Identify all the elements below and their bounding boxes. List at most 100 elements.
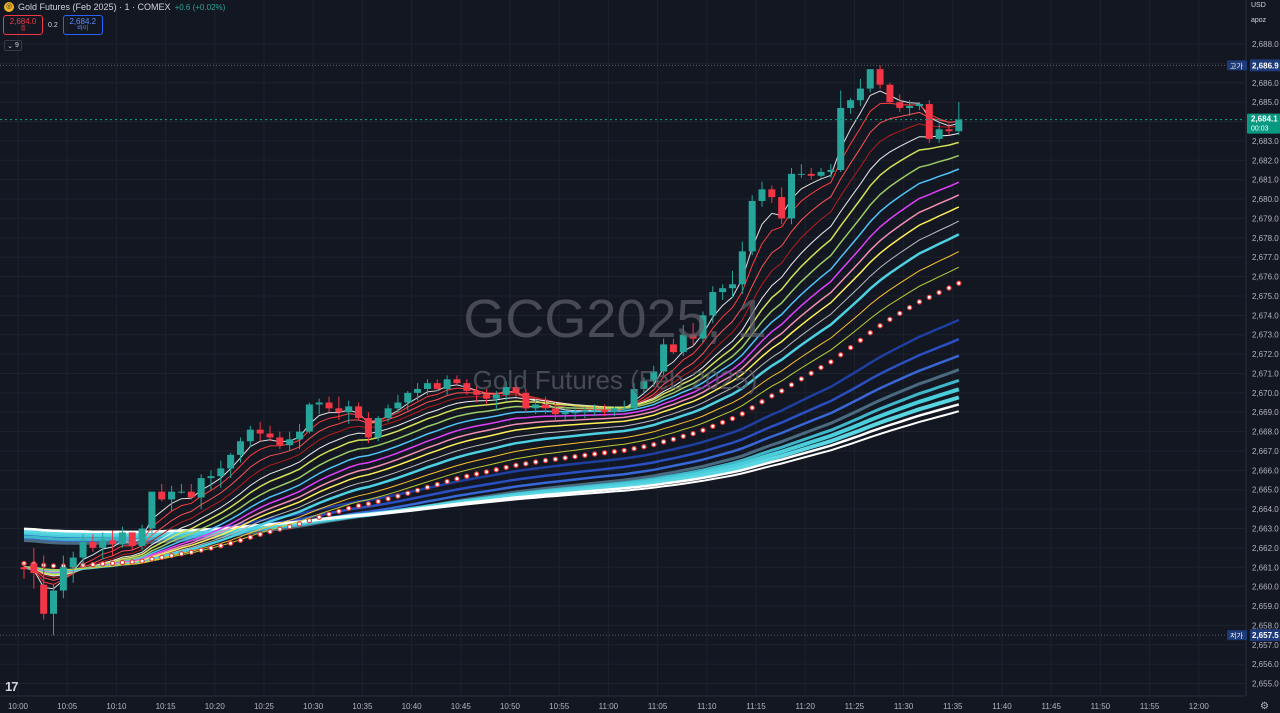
trend-dot bbox=[257, 531, 263, 538]
gold-coin-icon: ◎ bbox=[4, 2, 14, 12]
trend-dot bbox=[749, 405, 755, 411]
scale-mode-button[interactable]: apoz bbox=[1251, 17, 1267, 24]
trend-dot bbox=[159, 554, 165, 561]
trend-dot bbox=[365, 501, 372, 507]
time-tick-label: 11:50 bbox=[1091, 702, 1111, 711]
candle-down bbox=[364, 418, 372, 438]
trend-dot bbox=[178, 551, 185, 557]
indicator-count: 9 bbox=[14, 42, 19, 49]
fast-moving-average-line bbox=[23, 206, 960, 572]
trend-dot bbox=[838, 352, 844, 358]
trend-dot bbox=[769, 393, 775, 399]
trend-dot bbox=[188, 549, 194, 555]
time-tick-label: 11:15 bbox=[746, 702, 766, 711]
candle-up bbox=[217, 468, 225, 477]
price-tick-label: 2,658.0 bbox=[1252, 621, 1279, 630]
candle-up bbox=[788, 173, 796, 219]
watermark-symbol: GCG2025, 1 bbox=[463, 289, 767, 349]
trend-dot bbox=[621, 447, 627, 454]
buy-button[interactable]: 2,684.2 바이 bbox=[62, 15, 103, 35]
trend-dot bbox=[897, 310, 903, 317]
time-tick-label: 10:10 bbox=[106, 702, 127, 711]
slow-moving-average-line bbox=[23, 410, 960, 533]
gear-icon[interactable]: ⚙ bbox=[1260, 701, 1269, 712]
trend-dot bbox=[877, 323, 883, 329]
trend-dot bbox=[139, 558, 145, 564]
trend-dot bbox=[956, 280, 962, 286]
trend-dot bbox=[867, 330, 873, 336]
tradingview-logo-icon[interactable]: 17 bbox=[5, 679, 19, 694]
candle-up bbox=[915, 104, 923, 107]
price-tick-label: 2,663.0 bbox=[1252, 525, 1279, 534]
candle-up bbox=[492, 394, 500, 399]
watermark-description: Gold Futures (Feb 2025) bbox=[472, 365, 758, 395]
trend-dot bbox=[887, 316, 893, 323]
trend-dot bbox=[375, 498, 381, 505]
trend-dot bbox=[601, 450, 608, 456]
high-value-label: 2,686.9 bbox=[1252, 61, 1279, 70]
candle-up bbox=[561, 412, 569, 415]
trend-dot bbox=[690, 430, 696, 437]
currency-selector[interactable]: USD bbox=[1251, 2, 1266, 9]
price-tick-label: 2,660.0 bbox=[1252, 583, 1279, 592]
symbol-header: ◎ Gold Futures (Feb 2025) · 1 · COMEX +0… bbox=[4, 1, 225, 13]
slow-moving-average-line bbox=[23, 387, 960, 539]
trend-dot bbox=[385, 496, 391, 502]
trend-dot bbox=[237, 537, 244, 544]
high-tag-label: 고가 bbox=[1230, 61, 1243, 70]
candle-up bbox=[581, 410, 589, 413]
candle-down bbox=[187, 491, 195, 498]
price-tick-label: 2,681.0 bbox=[1252, 176, 1279, 185]
time-axis[interactable]: 10:00 10:05 10:10 10:15 10:20 10:25 10:30 10:35… bbox=[0, 695, 1245, 711]
price-tick-label: 2,662.0 bbox=[1252, 544, 1279, 553]
candlesticks bbox=[20, 65, 963, 636]
fast-moving-average-line bbox=[23, 168, 960, 574]
trend-dot bbox=[700, 427, 706, 433]
buy-label: 바이 bbox=[77, 26, 89, 32]
trend-dot bbox=[218, 543, 224, 549]
fast-moving-average-line bbox=[23, 132, 959, 577]
candle-down bbox=[778, 197, 786, 219]
candle-up bbox=[935, 129, 943, 139]
price-tick-label: 2,667.0 bbox=[1252, 447, 1279, 456]
candle-down bbox=[601, 410, 609, 413]
trend-dot bbox=[346, 505, 352, 511]
trend-dot bbox=[287, 523, 293, 530]
candle-up bbox=[69, 557, 77, 568]
price-tick-label: 2,675.0 bbox=[1252, 292, 1279, 301]
candle-down bbox=[542, 404, 550, 409]
low-value-box bbox=[1250, 629, 1280, 642]
candle-down bbox=[522, 392, 530, 409]
candle-up bbox=[728, 284, 736, 289]
candle-up bbox=[679, 334, 687, 353]
candle-up bbox=[197, 478, 205, 498]
sell-button[interactable]: 2,684.0 셀 bbox=[3, 15, 43, 35]
candle-up bbox=[443, 379, 451, 389]
candle-up bbox=[610, 408, 618, 413]
trend-dot bbox=[267, 528, 273, 535]
candle-up bbox=[797, 173, 805, 175]
trend-dot bbox=[247, 534, 253, 540]
fast-moving-average-line bbox=[23, 233, 960, 572]
trend-dot bbox=[336, 508, 342, 514]
symbol-title[interactable]: Gold Futures (Feb 2025) · 1 · COMEX bbox=[18, 2, 171, 12]
candle-up bbox=[748, 200, 756, 252]
trend-dot bbox=[926, 294, 933, 300]
time-tick-label: 11:05 bbox=[648, 702, 668, 711]
trend-dot bbox=[395, 493, 401, 499]
fast-moving-average-line bbox=[23, 220, 960, 572]
price-axis[interactable]: 2,688.02,687.02,686.02,685.02,684.02,683… bbox=[1227, 0, 1280, 696]
price-tick-label: 2,670.0 bbox=[1252, 389, 1279, 398]
candle-down bbox=[89, 542, 97, 548]
candle-up bbox=[296, 431, 304, 440]
trend-dot bbox=[798, 376, 805, 382]
candle-up bbox=[79, 542, 87, 558]
trend-dot bbox=[129, 559, 135, 565]
price-tick-label: 2,685.0 bbox=[1252, 98, 1279, 107]
candle-down bbox=[876, 69, 884, 85]
candle-up bbox=[955, 119, 963, 132]
candle-up bbox=[640, 381, 648, 389]
trend-dot bbox=[680, 433, 687, 439]
indicators-toggle-button[interactable]: ⌄ 9 bbox=[4, 40, 22, 51]
